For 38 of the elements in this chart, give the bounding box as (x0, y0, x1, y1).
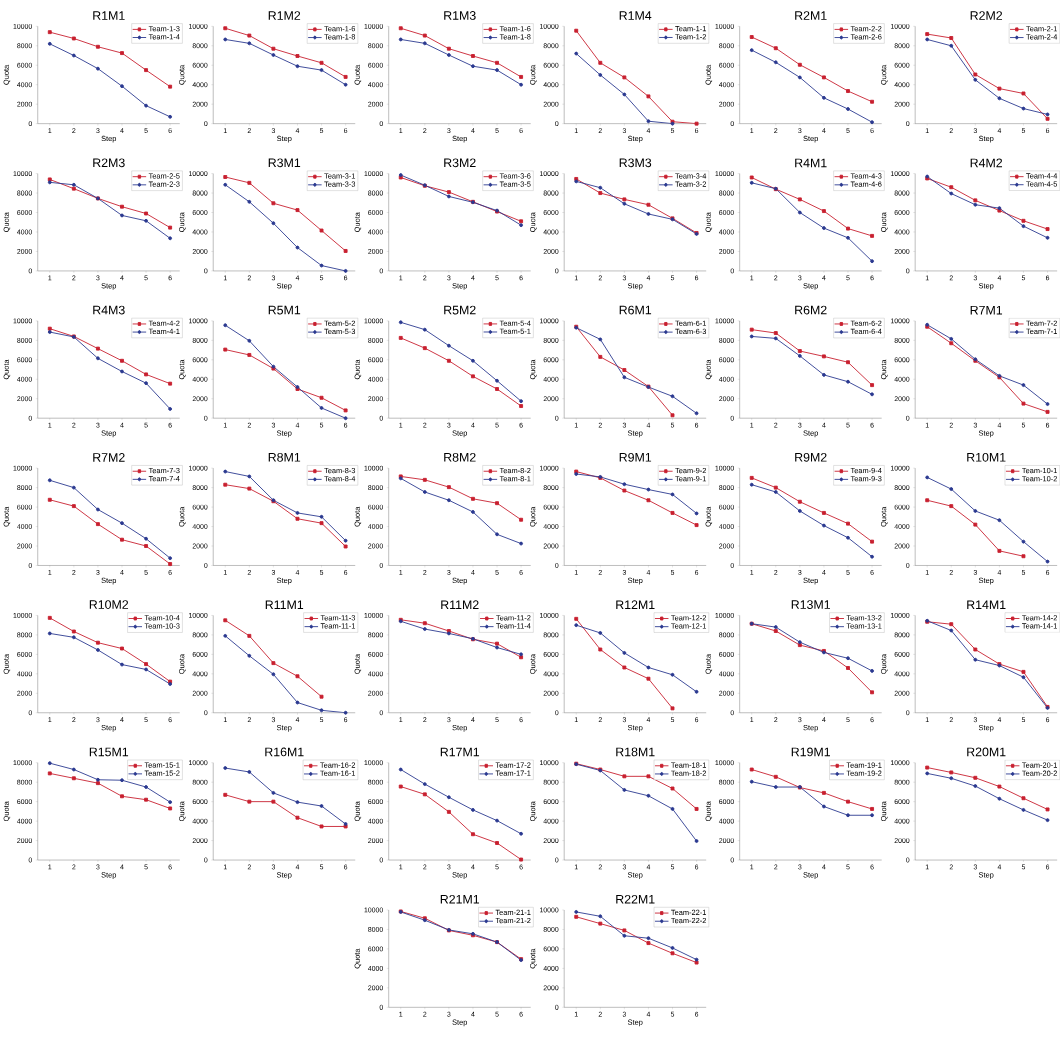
chart-title: R20M1 (967, 747, 1006, 757)
chart-title: R3M3 (619, 158, 652, 168)
chart-title: R11M2 (441, 600, 479, 610)
chart-title: R7M2 (93, 453, 125, 462)
chart-title: R11M1 (265, 600, 304, 610)
chart-title: R4M1 (795, 158, 827, 168)
chart-title: R8M1 (268, 453, 301, 462)
chart-title: R10M1 (967, 453, 1006, 462)
chart-title: R4M3 (93, 305, 125, 315)
chart-title: R1M3 (444, 11, 476, 20)
chart-title: R3M2 (444, 158, 476, 168)
chart-title: R3M1 (268, 158, 301, 168)
chart-title: R22M1 (616, 895, 655, 904)
chart-title: R19M1 (791, 747, 830, 757)
chart-title: R2M2 (970, 11, 1003, 20)
chart-title: R17M1 (440, 747, 480, 757)
chart-title: R2M3 (93, 158, 125, 168)
chart-title: R21M1 (440, 895, 480, 904)
chart-title: R1M4 (619, 11, 652, 20)
chart-title: R10M2 (89, 600, 129, 610)
chart-title: R5M2 (444, 305, 476, 315)
chart-title: R1M1 (93, 11, 125, 20)
chart-title: R7M1 (970, 306, 1003, 315)
chart-title: R13M1 (791, 600, 830, 610)
chart-title: R6M1 (619, 305, 652, 315)
chart-title: R4M2 (970, 158, 1003, 168)
chart-title: R1M2 (268, 11, 301, 20)
chart-title: R2M1 (795, 11, 827, 20)
chart-title: R8M2 (444, 453, 476, 462)
chart-title: R9M2 (795, 453, 827, 462)
chart-title: R18M1 (616, 747, 655, 757)
chart-title: R6M2 (795, 305, 827, 315)
chart-title: R5M1 (268, 305, 301, 315)
chart-title: R15M1 (89, 747, 129, 757)
chart-title: R14M1 (967, 600, 1006, 610)
chart-title: R16M1 (265, 747, 304, 757)
chart-title: R12M1 (616, 600, 655, 610)
chart-title: R9M1 (619, 453, 652, 462)
